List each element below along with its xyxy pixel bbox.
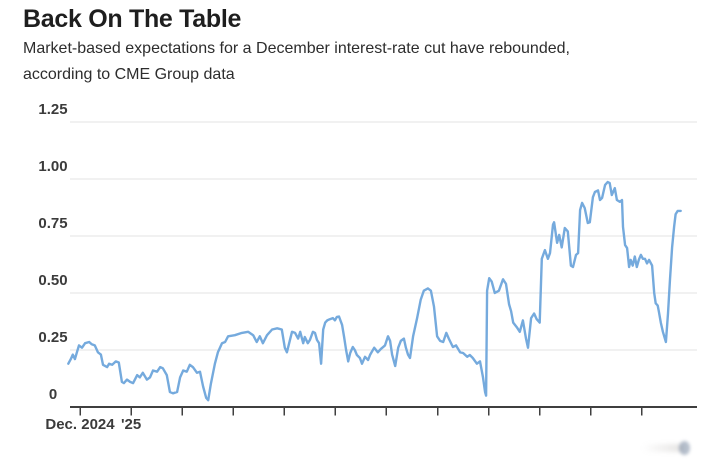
chart-subtitle: Market-based expectations for a December… (23, 40, 570, 83)
chart-title: Back On The Table (23, 5, 242, 33)
series-line (67, 180, 682, 402)
cursor-trail-artifact (642, 444, 684, 452)
cursor-artifact (679, 441, 690, 455)
y-axis-labels: 1.25 1.00 0.75 0.50 0.25 0 (38, 101, 67, 403)
y-tick-label: 0 (49, 386, 57, 403)
y-tick-label: 0.50 (38, 272, 67, 289)
rate-cut-expectation-line (67, 180, 682, 402)
y-tick-label: 0.75 (38, 215, 67, 232)
x-axis-labels: Dec. 2024 '25 (45, 416, 141, 433)
y-tick-label: 1.25 (38, 101, 67, 118)
x-tick-label: '25 (121, 416, 141, 433)
y-tick-label: 0.25 (38, 329, 67, 346)
x-tick-label: Dec. 2024 (45, 416, 115, 433)
y-tick-label: 1.00 (38, 158, 67, 175)
x-axis-ticks (79, 408, 643, 416)
gridlines (70, 121, 697, 408)
